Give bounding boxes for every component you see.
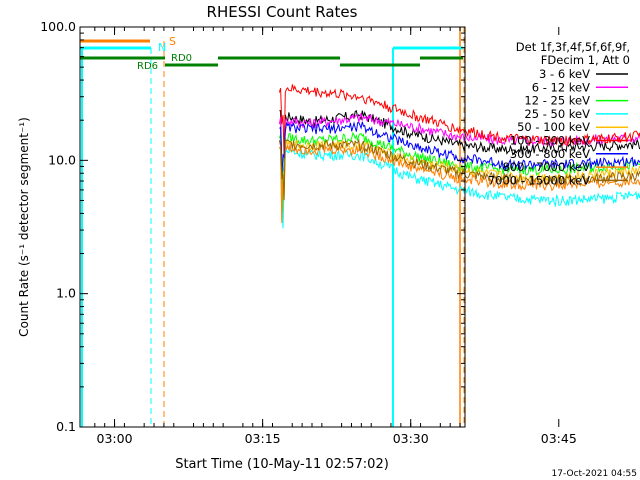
y-tick-label: 10.0 bbox=[48, 152, 76, 167]
legend-header-line-1: Det 1f,3f,4f,5f,6f,9f, bbox=[516, 40, 630, 54]
series-line-8 bbox=[278, 143, 640, 224]
annotation-s: S bbox=[169, 35, 176, 48]
legend-label-8: 800 - 7000 keV bbox=[502, 160, 590, 174]
legend-label-2: 6 - 12 keV bbox=[532, 80, 590, 94]
x-tick-label: 03:30 bbox=[393, 431, 429, 446]
legend-label-4: 25 - 50 keV bbox=[524, 107, 590, 121]
series-line-4 bbox=[279, 147, 640, 229]
x-tick-label: 03:00 bbox=[97, 431, 133, 446]
chart-title: RHESSI Count Rates bbox=[207, 3, 358, 21]
series-line-6 bbox=[278, 84, 640, 158]
y-tick-label: 100.0 bbox=[40, 19, 76, 34]
legend-label-3: 12 - 25 keV bbox=[524, 94, 590, 108]
legend-label-6: 100 - 300 keV bbox=[510, 134, 590, 148]
legend-label-7: 300 - 800 keV bbox=[510, 147, 590, 161]
x-tick-label: 03:45 bbox=[541, 431, 577, 446]
series-line-9 bbox=[278, 138, 640, 201]
x-axis-label: Start Time (10-May-11 02:57:02) bbox=[175, 457, 389, 472]
series-line-7 bbox=[279, 121, 640, 179]
y-axis-label: Count Rate (s⁻¹ detector segment⁻¹) bbox=[17, 117, 31, 337]
annotation-rd0: RD0 bbox=[171, 53, 192, 64]
y-tick-label: 0.1 bbox=[56, 419, 76, 434]
timestamp: 17-Oct-2021 04:55 bbox=[552, 469, 637, 479]
legend-label-9: 7000 - 15000 keV bbox=[488, 173, 590, 187]
plot-frame bbox=[79, 26, 466, 428]
legend-label-1: 3 - 6 keV bbox=[539, 67, 590, 81]
series-line-5 bbox=[278, 139, 640, 221]
legend-header-line-2: FDecim 1, Att 0 bbox=[541, 53, 630, 67]
y-tick-label: 1.0 bbox=[56, 286, 76, 301]
legend-label-5: 50 - 100 keV bbox=[517, 120, 590, 134]
series-line-2 bbox=[278, 112, 640, 196]
annotation-rd6: RD6 bbox=[137, 61, 158, 72]
annotation-n: N bbox=[158, 41, 166, 54]
x-tick-label: 03:15 bbox=[245, 431, 281, 446]
